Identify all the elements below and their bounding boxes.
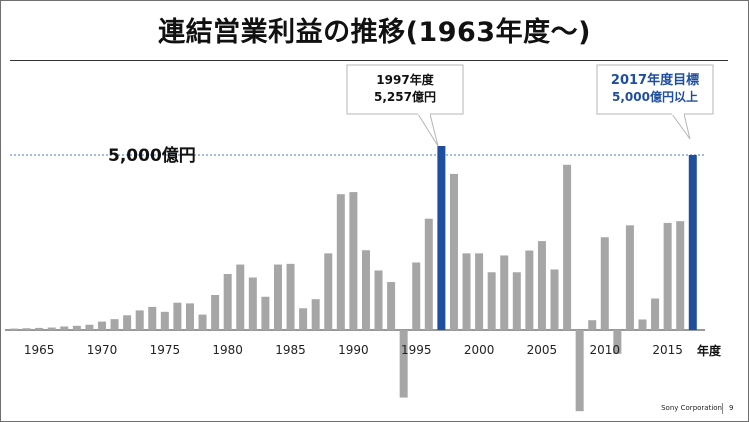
x-tick-label-1995: 1995 [401, 343, 432, 357]
bar-1985 [286, 263, 295, 330]
bar-1983 [261, 296, 270, 330]
x-tick-label-1980: 1980 [212, 343, 243, 357]
callout-2017-line-1: 2017年度目標 [611, 72, 699, 88]
bar-1984 [273, 264, 282, 330]
bar-2014 [651, 298, 660, 330]
x-tick-label-2010: 2010 [590, 343, 621, 357]
bar-1986 [299, 308, 308, 330]
reference-line-label: 5,000億円 [108, 145, 196, 166]
bar-2004 [525, 250, 534, 330]
bar-1997 [437, 146, 446, 330]
x-tick-label-1975: 1975 [150, 343, 181, 357]
bar-1987 [311, 299, 320, 330]
bar-2001 [487, 272, 496, 330]
x-tick-label-1990: 1990 [338, 343, 369, 357]
bar-1968 [72, 325, 81, 330]
bar-2010 [600, 237, 609, 330]
bar-2012 [625, 225, 634, 330]
bar-2013 [638, 319, 647, 330]
bar-1971 [110, 319, 119, 330]
x-tick-label-1970: 1970 [87, 343, 118, 357]
x-tick-label-1965: 1965 [24, 343, 55, 357]
callout-pointer-1997 [417, 113, 439, 147]
bar-1969 [85, 324, 94, 330]
bar-1974 [148, 306, 157, 330]
bar-2008 [575, 330, 584, 412]
bar-1996 [424, 218, 433, 330]
bar-1966 [47, 327, 56, 330]
bar-1991 [361, 250, 370, 330]
bar-1965 [35, 327, 44, 330]
bar-1963 [10, 328, 18, 330]
bar-2003 [512, 272, 521, 330]
callout-box-2017 [596, 64, 714, 115]
bar-1992 [374, 270, 383, 330]
bar-1993 [387, 282, 396, 330]
callout-2017-line-2: 5,000億円以上 [612, 89, 698, 104]
callout-pointer-2017 [671, 113, 691, 140]
bar-1967 [60, 326, 69, 330]
bar-2011 [613, 330, 622, 354]
bar-1972 [123, 315, 132, 330]
x-tick-label-1985: 1985 [275, 343, 306, 357]
bar-2005 [537, 241, 546, 330]
bar-1988 [324, 253, 333, 330]
bar-2009 [588, 320, 597, 330]
bar-1977 [185, 303, 194, 330]
title-rule [10, 60, 728, 61]
bar-2007 [563, 164, 572, 330]
bar-2017 [688, 155, 697, 330]
page-number: 9 [729, 404, 734, 412]
bar-2015 [663, 222, 672, 330]
bar-1999 [462, 253, 471, 330]
bar-1976 [173, 302, 182, 330]
bar-1964 [22, 328, 31, 330]
bar-1995 [412, 262, 421, 330]
callout-1997-line-2: 5,257億円 [374, 89, 436, 104]
x-axis-label: 年度 [697, 343, 722, 358]
slide-title: 連結営業利益の推移(1963年度～) [158, 17, 591, 48]
x-tick-label-2000: 2000 [464, 343, 495, 357]
footer-separator [722, 403, 723, 414]
bar-1981 [236, 264, 245, 330]
bar-1973 [135, 310, 144, 330]
bar-1978 [198, 314, 207, 330]
callout-box-1997 [346, 64, 464, 115]
bar-1998 [449, 173, 458, 330]
callout-1997-line-1: 1997年度 [376, 72, 434, 87]
bar-2000 [475, 253, 484, 330]
bar-1989 [336, 194, 345, 330]
bar-1994 [399, 330, 408, 398]
bar-1990 [349, 192, 358, 330]
bar-1980 [223, 274, 232, 330]
footer-company: Sony Corporation [661, 404, 722, 412]
bar-2002 [500, 255, 509, 330]
bar-2016 [676, 221, 685, 330]
x-tick-label-2005: 2005 [527, 343, 558, 357]
bar-2006 [550, 269, 559, 330]
bar-1975 [160, 311, 169, 330]
bar-1970 [97, 321, 106, 330]
bar-1982 [248, 277, 257, 330]
x-tick-label-2015: 2015 [652, 343, 683, 357]
bar-1979 [211, 295, 220, 330]
